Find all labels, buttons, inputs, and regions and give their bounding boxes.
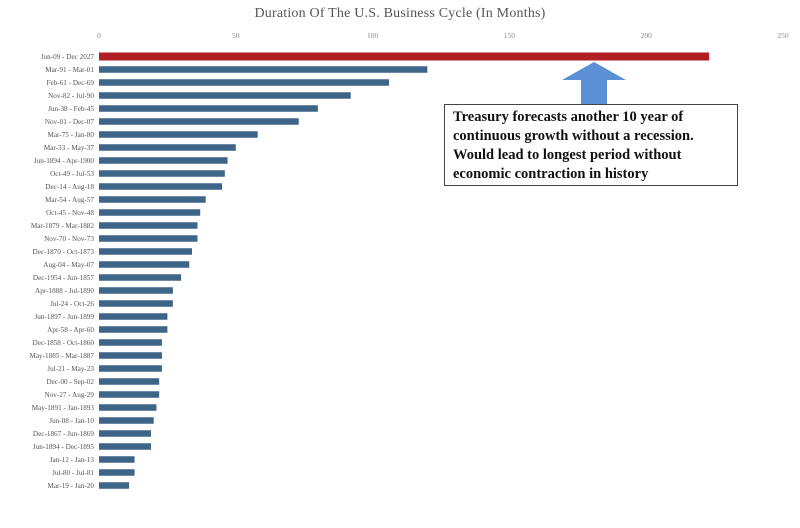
- annotation-line: Treasury forecasts another 10 year of: [453, 109, 684, 125]
- category-label: Nov-27 - Aug-29: [44, 391, 94, 399]
- annotation-line: economic contraction in history: [453, 166, 649, 182]
- bar: [99, 365, 162, 372]
- bar: [99, 469, 135, 476]
- x-tick-label: 50: [232, 31, 240, 40]
- bar: [99, 144, 236, 151]
- category-label: May-1891 - Jan-1893: [32, 404, 95, 412]
- x-tick-label: 200: [641, 31, 653, 40]
- annotation-line: Would lead to longest period without: [453, 147, 682, 163]
- category-label: Dec-00 - Sep-02: [46, 378, 94, 386]
- category-label: Jun-1894 - Dec-1895: [33, 443, 94, 451]
- category-label: Dec-1867 - Jun-1869: [33, 430, 94, 438]
- category-label: May-1885 - Mar-1887: [29, 352, 94, 360]
- bar: [99, 118, 299, 125]
- x-tick-label: 100: [367, 31, 379, 40]
- category-label: Mar-1879 - Mar-1882: [31, 222, 95, 230]
- category-label: Jan-12 - Jan-13: [50, 456, 95, 464]
- bar: [99, 326, 168, 333]
- bar: [99, 196, 206, 203]
- category-label: Dec-1870 - Oct-1873: [33, 248, 95, 256]
- category-label: Jul-80 - Jul-81: [52, 469, 94, 477]
- category-label: Oct-45 - Nov-48: [46, 209, 94, 217]
- category-label: Oct-49 - Jul-53: [50, 170, 94, 178]
- category-label: Nov-82 - Jul-90: [48, 92, 94, 100]
- category-label: Jul-24 - Oct-26: [50, 300, 94, 308]
- bar: [99, 52, 710, 61]
- category-label: Apr-1888 - Jul-1890: [35, 287, 94, 295]
- x-tick-label: 250: [777, 31, 789, 40]
- category-labels: Jun-09 - Dec 2027 Mar-91 - Mar-01 Feb-61 -…: [29, 53, 94, 490]
- bar: [99, 105, 318, 112]
- bar: [99, 378, 160, 385]
- category-label: Jun-08 - Jan-10: [49, 417, 94, 425]
- bar: [99, 430, 151, 437]
- category-label: Jun-09 - Dec 2027: [41, 53, 95, 61]
- bar: [99, 92, 351, 99]
- annotation-line: continuous growth without a recession.: [453, 128, 694, 144]
- bar: [99, 79, 390, 86]
- bar: [99, 352, 162, 359]
- category-label: Mar-54 - Aug-57: [45, 196, 94, 204]
- category-label: Jul-21 - May-23: [47, 365, 94, 373]
- x-axis-ticks: 0 50 100 150 200 250: [97, 31, 789, 40]
- bar: [99, 482, 130, 489]
- bar: [99, 170, 225, 177]
- category-label: Mar-19 - Jan-20: [47, 482, 94, 490]
- up-arrow-icon: [562, 62, 626, 104]
- category-label: Nov-70 - Nov-73: [44, 235, 94, 243]
- x-tick-label: 150: [504, 31, 516, 40]
- bar: [99, 274, 182, 281]
- category-label: Dec-1954 - Jun-1857: [33, 274, 94, 282]
- category-label: Nov-01 - Dec-07: [45, 118, 95, 126]
- bar: [99, 456, 135, 463]
- bar: [99, 183, 223, 190]
- category-label: Dec-1858 - Oct-1860: [33, 339, 95, 347]
- bar-series: [99, 52, 710, 489]
- bar: [99, 131, 258, 138]
- category-label: Jun-1894 - Apr-1900: [34, 157, 95, 165]
- annotation-callout: Treasury forecasts another 10 year of co…: [444, 104, 738, 186]
- bar: [99, 261, 190, 268]
- bar: [99, 391, 160, 398]
- bar: [99, 222, 198, 229]
- bar: [99, 235, 198, 242]
- bar: [99, 248, 193, 255]
- bar: [99, 157, 228, 164]
- bar: [99, 66, 428, 73]
- bar: [99, 313, 168, 320]
- bar: [99, 339, 162, 346]
- chart-title: Duration Of The U.S. Business Cycle (In …: [254, 6, 546, 21]
- category-label: Mar-33 - May-37: [44, 144, 95, 152]
- bar: [99, 209, 201, 216]
- category-label: Feb-61 - Dec-69: [46, 79, 94, 87]
- bar: [99, 300, 173, 307]
- category-label: Apr-58 - Apr-60: [47, 326, 94, 334]
- category-label: Mar-91 - Mar-01: [45, 66, 94, 74]
- bar: [99, 404, 157, 411]
- bar: [99, 287, 173, 294]
- category-label: Mar-75 - Jan-80: [47, 131, 94, 139]
- x-tick-label: 0: [97, 31, 101, 40]
- bar: [99, 417, 154, 424]
- category-label: Dec-14 - Aug-18: [45, 183, 94, 191]
- category-label: Jun-1897 - Jun-1899: [35, 313, 95, 321]
- category-label: Jun-38 - Feb-45: [48, 105, 94, 113]
- category-label: Aug-04 - May-07: [43, 261, 94, 269]
- bar: [99, 443, 151, 450]
